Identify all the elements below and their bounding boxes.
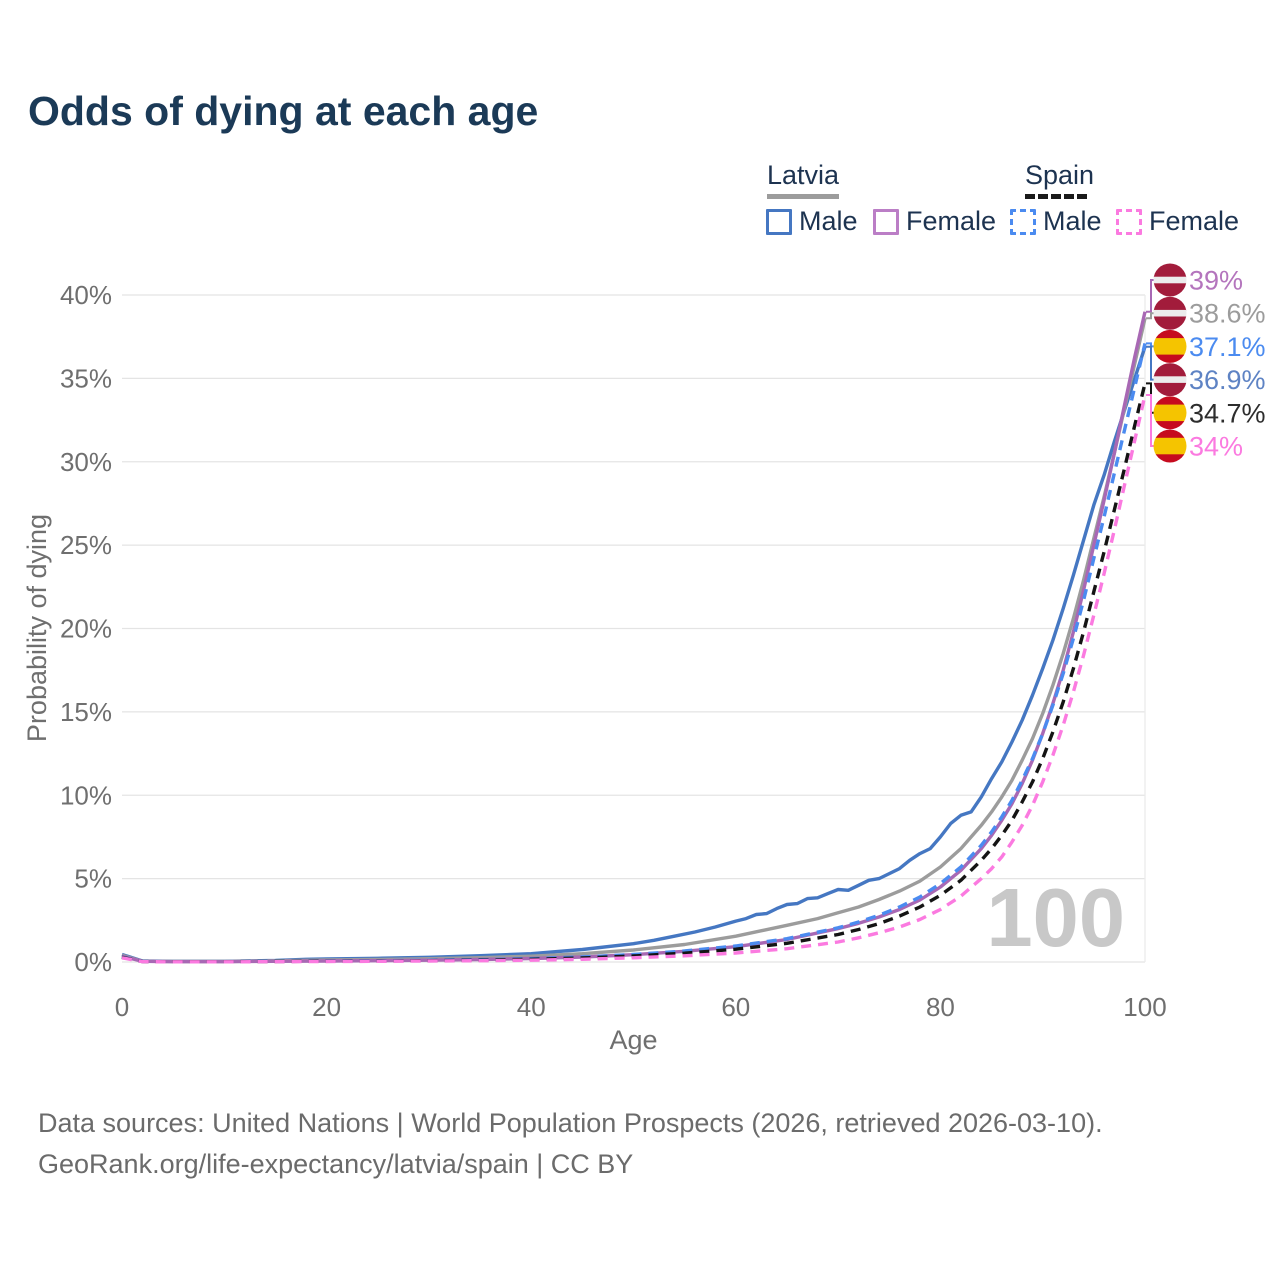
spain-flag-icon [1153, 429, 1187, 463]
end-value-label-latvia-male: 36.9% [1189, 365, 1266, 395]
series-line-latvia-female [121, 311, 1147, 964]
x-tick-label: 0 [115, 992, 129, 1022]
y-axis-title: Probability of dying [22, 514, 52, 742]
y-tick-label: 40% [60, 280, 112, 310]
series-line-latvia-total [121, 317, 1147, 964]
footer-line-1: Data sources: United Nations | World Pop… [38, 1108, 1103, 1138]
y-tick-label: 10% [60, 780, 112, 810]
y-tick-label: 35% [60, 363, 112, 393]
end-value-label-spain-total: 34.7% [1189, 398, 1266, 428]
end-value-label-latvia-female: 39% [1189, 266, 1243, 296]
end-label-leader-spain-male [1146, 342, 1155, 348]
page-title: Odds of dying at each age [28, 88, 539, 134]
data-source-footer: Data sources: United Nations | World Pop… [38, 1103, 1248, 1185]
latvia-flag-icon [1153, 263, 1187, 297]
age-counter-watermark: 100 [987, 871, 1125, 964]
y-tick-label: 5% [74, 864, 112, 894]
y-tick-label: 25% [60, 530, 112, 560]
end-label-leader-latvia-male [1146, 345, 1155, 381]
end-label-leader-latvia-female [1146, 279, 1155, 313]
x-tick-label: 40 [517, 992, 546, 1022]
end-value-label-spain-male: 37.1% [1189, 332, 1266, 362]
x-tick-label: 20 [312, 992, 341, 1022]
series-line-spain-female [121, 394, 1147, 964]
x-tick-label: 80 [926, 992, 955, 1022]
y-tick-label: 15% [60, 697, 112, 727]
end-label-leader-latvia-total [1146, 312, 1155, 320]
y-tick-label: 20% [60, 614, 112, 644]
y-tick-label: 0% [74, 947, 112, 977]
end-label-leader-spain-female [1146, 394, 1155, 447]
end-value-label-spain-female: 34% [1189, 432, 1243, 462]
series-line-latvia-male [121, 346, 1147, 963]
x-tick-label: 100 [1123, 992, 1166, 1022]
latvia-flag-icon [1153, 363, 1187, 397]
latvia-flag-icon [1153, 296, 1187, 330]
y-tick-label: 30% [60, 447, 112, 477]
footer-line-2: GeoRank.org/life-expectancy/latvia/spain… [38, 1149, 634, 1179]
spain-flag-icon [1153, 396, 1187, 430]
spain-flag-icon [1153, 329, 1187, 363]
x-tick-label: 60 [721, 992, 750, 1022]
x-axis-title: Age [609, 1025, 657, 1055]
end-value-label-latvia-total: 38.6% [1189, 299, 1266, 329]
